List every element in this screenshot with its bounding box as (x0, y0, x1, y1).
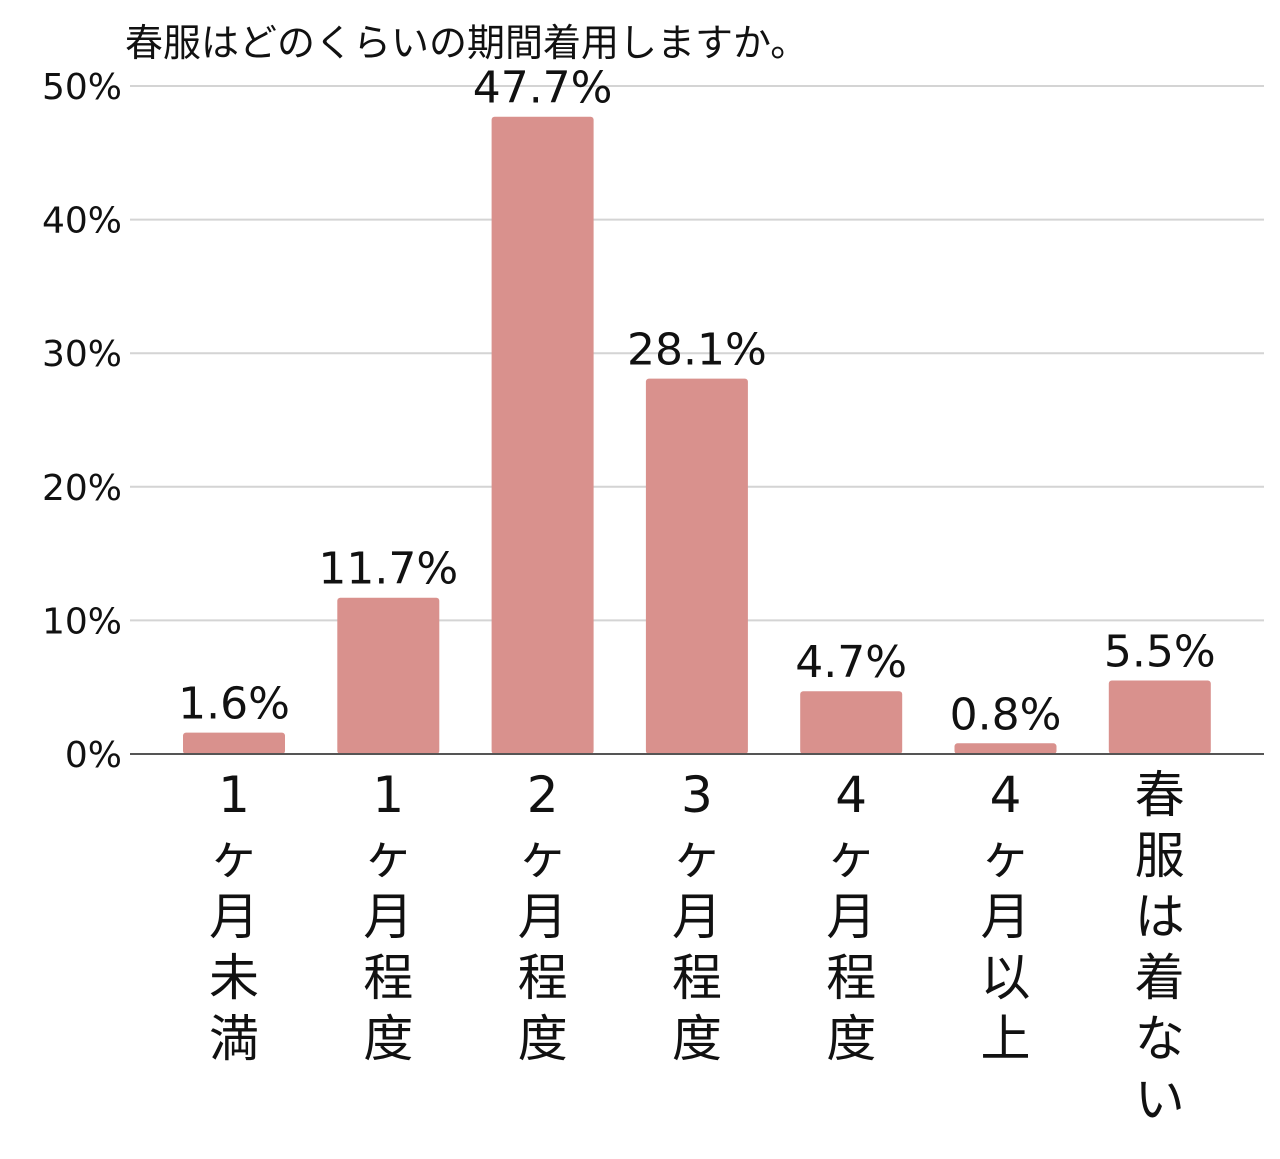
data-label: 4.7% (795, 637, 907, 688)
data-label: 11.7% (318, 544, 458, 595)
x-category-label: 1 ヶ月程度 (363, 766, 413, 1068)
bar (1108, 680, 1211, 754)
gridlines (130, 85, 1264, 622)
x-category-label: 4 ヶ月程度 (826, 766, 876, 1068)
x-category-label: 2 ヶ月程度 (518, 766, 568, 1068)
data-label: 28.1% (627, 325, 767, 376)
bars (183, 116, 1211, 754)
data-label: 1.6% (178, 679, 290, 730)
data-label: 47.7% (473, 63, 613, 114)
bar (491, 116, 594, 754)
y-tick-label: 40% (42, 201, 122, 242)
bar (800, 691, 903, 754)
y-tick-label: 30% (42, 334, 122, 375)
y-axis-ticks: 0% 10% 20% 30% 40% 50% (42, 67, 122, 776)
x-category-label: 春服は着ない (1135, 766, 1185, 1129)
x-category-label: 3 ヶ月程度 (672, 766, 722, 1068)
data-labels: 1.6% 11.7% 47.7% 28.1% 4.7% 0.8% 5.5% (178, 63, 1216, 741)
y-tick-label: 0% (65, 735, 122, 776)
bar (183, 732, 285, 754)
y-tick-label: 10% (42, 601, 122, 642)
chart-title: 春服はどのくらいの期間着用しますか。 (125, 21, 808, 65)
x-axis-categories: 1 ヶ月未満 1 ヶ月程度 2 ヶ月程度 3 ヶ月程度 4 ヶ月程度 4 ヶ月以上 春服は着ない (209, 766, 1185, 1129)
y-tick-label: 20% (42, 468, 122, 509)
data-label: 5.5% (1104, 627, 1216, 678)
y-tick-label: 50% (42, 67, 122, 108)
bar (337, 597, 440, 754)
data-label: 0.8% (950, 689, 1062, 740)
bar (645, 378, 748, 754)
x-category-label: 1 ヶ月未満 (209, 766, 259, 1068)
x-category-label: 4 ヶ月以上 (981, 766, 1031, 1068)
bar (954, 743, 1057, 754)
